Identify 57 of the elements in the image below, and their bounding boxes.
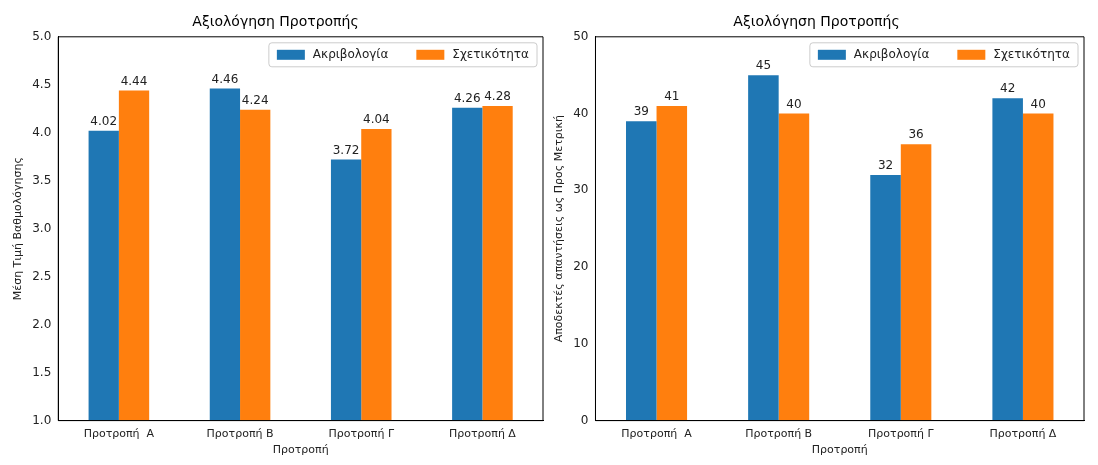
legend-label: Σχετικότητα bbox=[993, 46, 1071, 61]
data-label: 4.24 bbox=[241, 92, 269, 107]
legend-label: Σχετικότητα bbox=[452, 46, 530, 61]
data-label: 4.02 bbox=[90, 113, 118, 128]
legend-label: Ακριβολογία bbox=[312, 46, 389, 61]
y-axis-title: Μέση Τιμή Βαθμολόγησης bbox=[11, 157, 25, 301]
x-tick-label: Προτροπή Β bbox=[745, 427, 813, 441]
x-tick-label: Προτροπή Γ bbox=[868, 427, 935, 441]
chart-title: Αξιολόγηση Προτροπής bbox=[733, 13, 900, 30]
data-label: 40 bbox=[1030, 96, 1046, 111]
legend-label: Ακριβολογία bbox=[853, 46, 930, 61]
bar bbox=[1022, 113, 1054, 421]
y-tick-label: 10 bbox=[573, 335, 589, 350]
y-tick-label: 2.5 bbox=[32, 268, 52, 283]
x-tick-label: Προτροπή Α bbox=[621, 427, 693, 441]
x-tick-label: Προτροπή Γ bbox=[328, 427, 395, 441]
y-tick-label: 4.0 bbox=[32, 124, 52, 139]
y-tick-label: 4.5 bbox=[32, 76, 52, 91]
y-tick-label: 2.0 bbox=[32, 316, 52, 331]
data-label: 4.26 bbox=[453, 90, 481, 105]
x-tick-label: Προτροπή Β bbox=[206, 427, 274, 441]
y-tick-label: 1.0 bbox=[32, 412, 52, 427]
y-tick-label: 3.0 bbox=[32, 220, 52, 235]
y-axis-title: Αποδεκτές απαντήσεις ως Προς Μετρική bbox=[552, 115, 566, 343]
y-tick-label: 50 bbox=[573, 28, 589, 43]
data-label: 45 bbox=[755, 58, 772, 73]
data-label: 3.72 bbox=[332, 142, 360, 157]
data-label: 40 bbox=[786, 96, 802, 111]
bar bbox=[778, 113, 810, 421]
bar bbox=[992, 98, 1023, 421]
chart-title: Αξιολόγηση Προτροπής bbox=[192, 13, 359, 30]
x-tick-label: Προτροπή Δ bbox=[989, 427, 1057, 441]
x-tick-label: Προτροπή Δ bbox=[448, 427, 517, 441]
bar bbox=[900, 144, 932, 421]
y-tick-label: 3.5 bbox=[32, 172, 52, 187]
x-axis-title: Προτροπή bbox=[811, 443, 868, 457]
y-tick-label: 1.5 bbox=[32, 364, 52, 379]
y-tick-label: 20 bbox=[573, 259, 589, 274]
y-tick-label: 5.0 bbox=[32, 28, 52, 43]
y-tick-label: 30 bbox=[573, 182, 589, 197]
data-label: 4.44 bbox=[120, 73, 148, 88]
data-label: 4.04 bbox=[363, 112, 390, 127]
x-axis-title: Προτροπή bbox=[272, 443, 329, 457]
bar bbox=[656, 105, 688, 421]
data-label: 32 bbox=[877, 158, 894, 173]
bar bbox=[870, 174, 901, 421]
bar bbox=[748, 75, 779, 421]
y-tick-label: 40 bbox=[573, 105, 589, 120]
data-label: 36 bbox=[908, 127, 924, 142]
data-label: 42 bbox=[1000, 81, 1016, 96]
data-label: 4.46 bbox=[211, 71, 239, 86]
data-label: 39 bbox=[633, 104, 649, 119]
bar bbox=[626, 121, 657, 421]
data-label: 41 bbox=[664, 89, 680, 104]
data-label: 4.28 bbox=[484, 89, 511, 104]
y-tick-label: 0 bbox=[580, 412, 589, 427]
x-tick-label: Προτροπή Α bbox=[83, 427, 155, 441]
